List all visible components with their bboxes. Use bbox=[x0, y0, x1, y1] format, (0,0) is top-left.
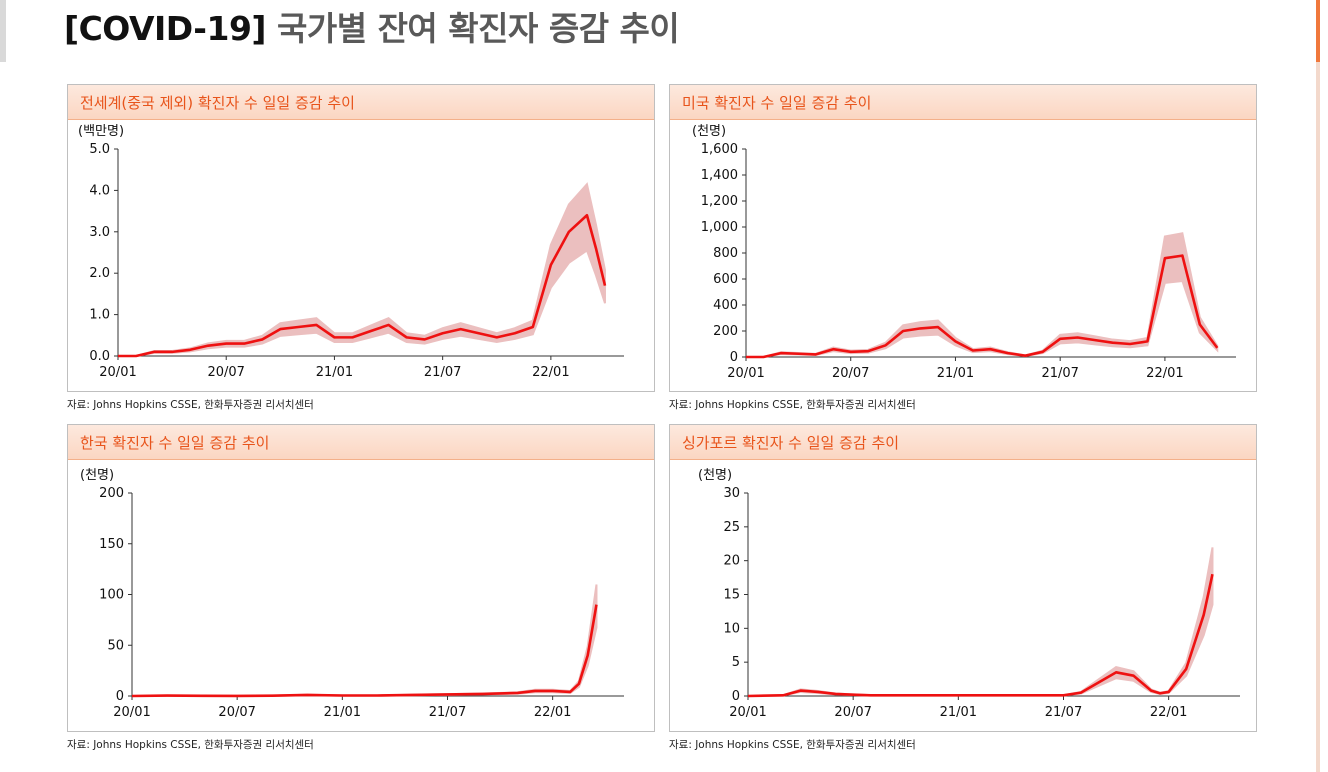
moving-average-line bbox=[746, 254, 1219, 359]
y-axis-unit-label: (천명) bbox=[692, 124, 726, 139]
x-tick-label: 20/07 bbox=[207, 365, 244, 380]
chart-title: 미국 확진자 수 일일 증감 추이 bbox=[682, 94, 872, 112]
y-tick-label: 400 bbox=[713, 298, 738, 313]
y-axis-unit-label: (천명) bbox=[698, 468, 732, 483]
x-tick-label: 21/01 bbox=[940, 705, 977, 720]
y-tick-label: 4.0 bbox=[89, 183, 110, 198]
y-tick-label: 1.0 bbox=[89, 308, 110, 323]
chart-title: 전세계(중국 제외) 확진자 수 일일 증감 추이 bbox=[80, 94, 355, 112]
y-tick-label: 5 bbox=[732, 655, 740, 670]
y-tick-label: 800 bbox=[713, 246, 738, 261]
y-tick-label: 20 bbox=[723, 554, 740, 569]
right-page-rail bbox=[1316, 0, 1320, 772]
x-tick-label: 20/01 bbox=[729, 705, 766, 720]
y-tick-label: 1,000 bbox=[701, 220, 738, 235]
x-tick-label: 21/07 bbox=[1041, 366, 1078, 381]
y-axis-unit-label: (백만명) bbox=[78, 124, 124, 139]
chart-panel-header bbox=[68, 425, 654, 460]
page-title-tag: [COVID-19] bbox=[64, 9, 267, 48]
chart-panel-header bbox=[68, 85, 654, 120]
chart-source: 자료: Johns Hopkins CSSE, 한화투자증권 리서치센터 bbox=[67, 399, 314, 411]
x-tick-label: 20/01 bbox=[727, 366, 764, 381]
chart-title: 싱가포르 확진자 수 일일 증감 추이 bbox=[682, 434, 900, 452]
y-tick-label: 30 bbox=[723, 486, 740, 501]
chart-korea: (천명) 0 50 100 150 200 20/01 20/07 21/01 21/07 22/0… bbox=[80, 468, 624, 720]
y-tick-label: 25 bbox=[723, 520, 740, 535]
chart-source: 자료: Johns Hopkins CSSE, 한화투자증권 리서치센터 bbox=[669, 739, 916, 751]
daily-cases-band bbox=[746, 232, 1219, 358]
x-tick-label: 22/01 bbox=[1146, 366, 1183, 381]
x-tick-label: 20/01 bbox=[113, 705, 150, 720]
y-tick-label: 150 bbox=[99, 537, 124, 552]
x-tick-label: 22/01 bbox=[534, 705, 571, 720]
left-page-tab bbox=[0, 0, 6, 62]
x-tick-label: 20/07 bbox=[832, 366, 869, 381]
y-tick-label: 0 bbox=[732, 689, 740, 704]
moving-average-line bbox=[747, 573, 1214, 698]
x-tick-label: 20/01 bbox=[99, 365, 136, 380]
y-tick-label: 200 bbox=[99, 486, 124, 501]
chart-panel-singapore: 싱가포르 확진자 수 일일 증감 추이 (천명) 0 5 10 15 20 25 30 20/0… bbox=[669, 424, 1257, 732]
y-tick-label: 2.0 bbox=[89, 266, 110, 281]
y-tick-label: 600 bbox=[713, 272, 738, 287]
x-tick-label: 21/07 bbox=[424, 365, 461, 380]
y-tick-label: 15 bbox=[723, 588, 740, 603]
y-tick-label: 1,400 bbox=[701, 168, 738, 183]
chart-panel-us: 미국 확진자 수 일일 증감 추이 (천명) 0 200 400 600 800 1,000… bbox=[669, 84, 1257, 392]
moving-average-line bbox=[131, 604, 598, 698]
y-tick-label: 0.0 bbox=[89, 349, 110, 364]
x-tick-label: 21/01 bbox=[316, 365, 353, 380]
y-tick-label: 1,200 bbox=[701, 194, 738, 209]
y-tick-label: 1,600 bbox=[701, 142, 738, 157]
right-rail-accent bbox=[1316, 0, 1320, 62]
y-tick-label: 5.0 bbox=[89, 142, 110, 157]
y-tick-label: 100 bbox=[99, 588, 124, 603]
chart-singapore: (천명) 0 5 10 15 20 25 30 20/01 20/07 21/01 21/07 22/0… bbox=[698, 468, 1240, 720]
x-tick-label: 21/01 bbox=[324, 705, 361, 720]
chart-us: (천명) 0 200 400 600 800 1,000 1,200 1,400 1,600 20/… bbox=[692, 124, 1236, 381]
chart-panel-korea: 한국 확진자 수 일일 증감 추이 (천명) 0 50 100 150 200 20/01 2… bbox=[67, 424, 655, 732]
daily-cases-band bbox=[747, 547, 1214, 697]
x-tick-label: 20/07 bbox=[834, 705, 871, 720]
y-tick-label: 0 bbox=[116, 689, 124, 704]
chart-panel-world: 전세계(중국 제외) 확진자 수 일일 증감 추이 (백만명) 0.0 1.0 2.0… bbox=[67, 84, 655, 392]
y-axis-unit-label: (천명) bbox=[80, 468, 114, 483]
page-title-text: 국가별 잔여 확진자 증감 추이 bbox=[277, 9, 680, 48]
y-tick-label: 200 bbox=[713, 324, 738, 339]
x-tick-label: 22/01 bbox=[532, 365, 569, 380]
x-tick-label: 21/07 bbox=[429, 705, 466, 720]
chart-world: (백만명) 0.0 1.0 2.0 3.0 4.0 5.0 20/01 20/07 21/01 21… bbox=[78, 124, 624, 380]
chart-panel-header bbox=[670, 85, 1256, 120]
y-tick-label: 10 bbox=[723, 621, 740, 636]
chart-source: 자료: Johns Hopkins CSSE, 한화투자증권 리서치센터 bbox=[669, 399, 916, 411]
daily-cases-band bbox=[131, 584, 598, 697]
x-tick-label: 20/07 bbox=[218, 705, 255, 720]
y-tick-label: 3.0 bbox=[89, 225, 110, 240]
x-tick-label: 22/01 bbox=[1150, 705, 1187, 720]
chart-title: 한국 확진자 수 일일 증감 추이 bbox=[80, 434, 270, 452]
y-tick-label: 50 bbox=[107, 638, 124, 653]
x-tick-label: 21/01 bbox=[937, 366, 974, 381]
chart-panel-header bbox=[670, 425, 1256, 460]
page-title: [COVID-19] 국가별 잔여 확진자 증감 추이 bbox=[64, 2, 680, 50]
chart-source: 자료: Johns Hopkins CSSE, 한화투자증권 리서치센터 bbox=[67, 739, 314, 751]
y-tick-label: 0 bbox=[730, 350, 738, 365]
daily-cases-band bbox=[118, 182, 606, 357]
x-tick-label: 21/07 bbox=[1045, 705, 1082, 720]
